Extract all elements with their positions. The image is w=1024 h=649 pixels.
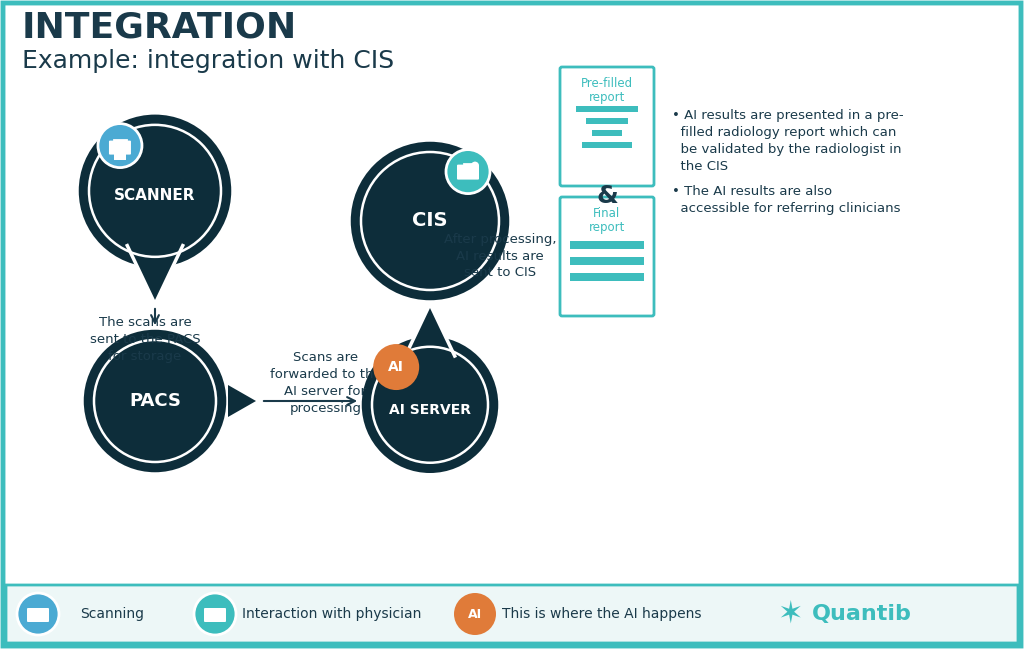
Text: Scans are: Scans are bbox=[293, 351, 358, 364]
Text: AI results are: AI results are bbox=[456, 249, 544, 262]
Circle shape bbox=[471, 162, 479, 169]
Text: sent to the PACS: sent to the PACS bbox=[90, 333, 201, 346]
Circle shape bbox=[446, 150, 490, 193]
Polygon shape bbox=[127, 245, 182, 304]
Circle shape bbox=[373, 344, 419, 390]
Text: Final: Final bbox=[593, 207, 621, 220]
Text: Scanning: Scanning bbox=[80, 607, 144, 621]
Circle shape bbox=[98, 123, 142, 167]
FancyBboxPatch shape bbox=[6, 585, 1018, 643]
Text: Example: integration with CIS: Example: integration with CIS bbox=[22, 49, 394, 73]
Circle shape bbox=[17, 593, 59, 635]
Circle shape bbox=[454, 593, 496, 635]
Text: Quantib: Quantib bbox=[812, 604, 912, 624]
FancyBboxPatch shape bbox=[586, 118, 628, 124]
Text: AI: AI bbox=[388, 360, 404, 374]
Text: processing: processing bbox=[290, 402, 361, 415]
Text: SCANNER: SCANNER bbox=[115, 188, 196, 203]
Polygon shape bbox=[228, 385, 256, 417]
Text: report: report bbox=[589, 221, 626, 234]
Text: accessible for referring clinicians: accessible for referring clinicians bbox=[672, 202, 900, 215]
Text: INTEGRATION: INTEGRATION bbox=[22, 11, 297, 45]
Text: the CIS: the CIS bbox=[672, 160, 728, 173]
Text: report: report bbox=[589, 91, 626, 104]
FancyBboxPatch shape bbox=[570, 241, 644, 249]
Text: &: & bbox=[596, 184, 617, 208]
Text: AI: AI bbox=[468, 607, 482, 620]
Text: Interaction with physician: Interaction with physician bbox=[242, 607, 421, 621]
FancyBboxPatch shape bbox=[592, 130, 622, 136]
Circle shape bbox=[77, 113, 233, 269]
FancyBboxPatch shape bbox=[582, 142, 632, 148]
FancyBboxPatch shape bbox=[575, 106, 638, 112]
Text: • AI results are presented in a pre-: • AI results are presented in a pre- bbox=[672, 109, 903, 122]
Text: sent to CIS: sent to CIS bbox=[464, 267, 536, 280]
Circle shape bbox=[82, 328, 228, 474]
Text: AI server for: AI server for bbox=[285, 385, 367, 398]
Text: This is where the AI happens: This is where the AI happens bbox=[502, 607, 701, 621]
Text: Pre-filled: Pre-filled bbox=[581, 77, 633, 90]
FancyBboxPatch shape bbox=[560, 67, 654, 186]
Circle shape bbox=[194, 593, 236, 635]
FancyBboxPatch shape bbox=[204, 608, 226, 622]
FancyBboxPatch shape bbox=[570, 257, 644, 265]
Text: The scans are: The scans are bbox=[98, 316, 191, 329]
Text: AI SERVER: AI SERVER bbox=[389, 403, 471, 417]
Text: be validated by the radiologist in: be validated by the radiologist in bbox=[672, 143, 901, 156]
Text: ✶: ✶ bbox=[777, 600, 803, 628]
Text: CIS: CIS bbox=[413, 212, 447, 230]
FancyBboxPatch shape bbox=[3, 3, 1021, 646]
Text: filled radiology report which can: filled radiology report which can bbox=[672, 126, 896, 139]
Polygon shape bbox=[406, 304, 455, 356]
Text: forwarded to the: forwarded to the bbox=[269, 368, 381, 381]
FancyBboxPatch shape bbox=[27, 608, 49, 622]
Circle shape bbox=[360, 335, 500, 475]
FancyBboxPatch shape bbox=[457, 165, 479, 180]
Circle shape bbox=[349, 140, 511, 302]
Text: PACS: PACS bbox=[129, 392, 181, 410]
Text: • The AI results are also: • The AI results are also bbox=[672, 185, 833, 198]
Text: for storage: for storage bbox=[109, 350, 181, 363]
FancyBboxPatch shape bbox=[570, 273, 644, 281]
Text: After processing,: After processing, bbox=[443, 232, 556, 245]
FancyBboxPatch shape bbox=[114, 154, 126, 160]
FancyBboxPatch shape bbox=[560, 197, 654, 316]
FancyBboxPatch shape bbox=[109, 141, 131, 154]
